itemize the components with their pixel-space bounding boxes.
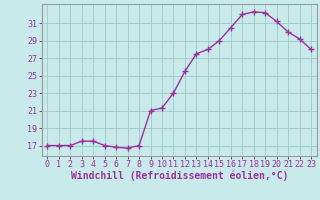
X-axis label: Windchill (Refroidissement éolien,°C): Windchill (Refroidissement éolien,°C)	[70, 171, 288, 181]
